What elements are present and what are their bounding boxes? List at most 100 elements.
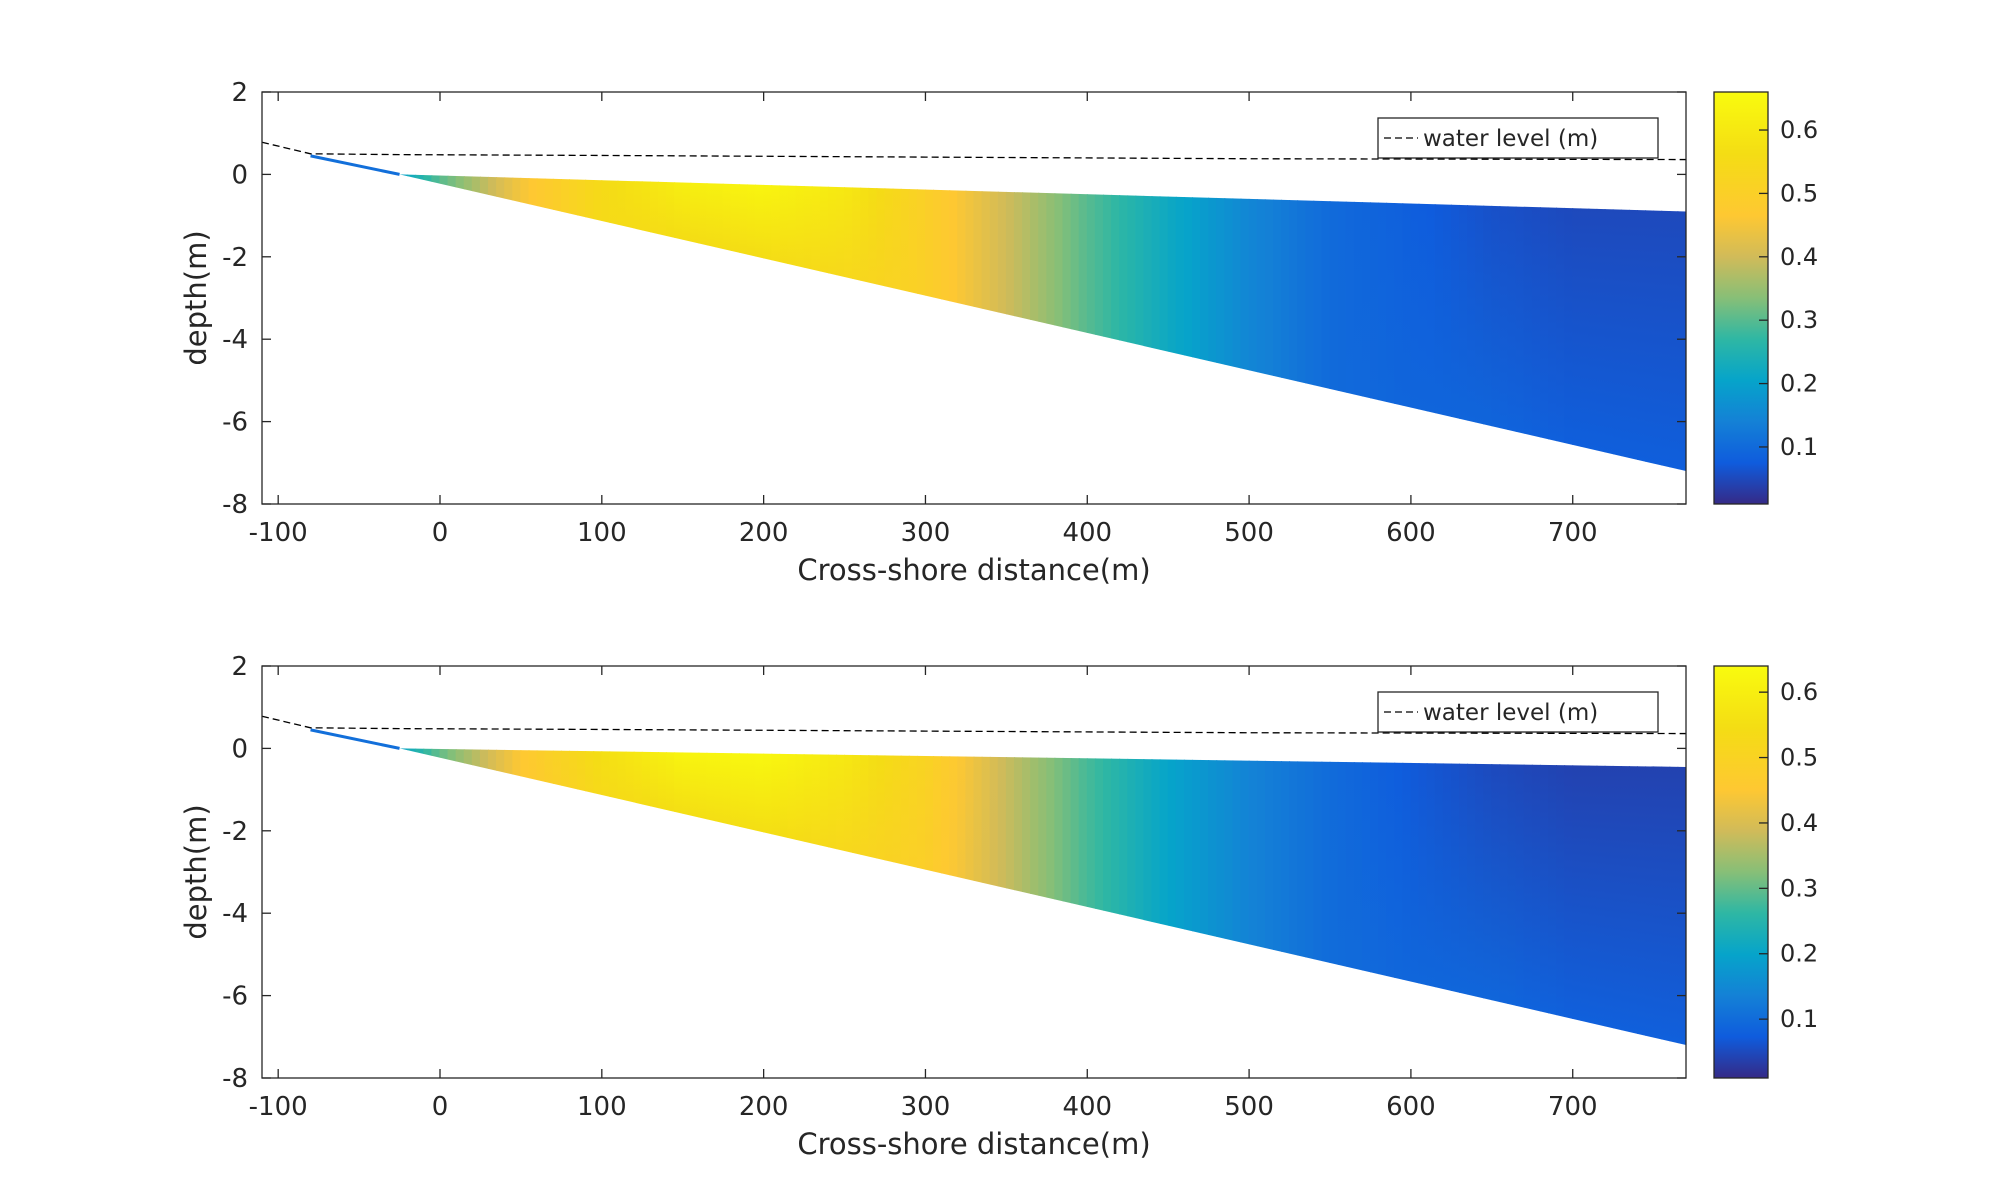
- x-tick-label: -100: [249, 518, 308, 548]
- field-strip: [714, 182, 724, 250]
- field-strip: [1499, 763, 1509, 1005]
- field-strip: [1102, 193, 1113, 339]
- field-strip: [504, 176, 514, 201]
- field-strip: [1191, 758, 1202, 934]
- field-strip: [1022, 191, 1032, 320]
- field-strip: [633, 180, 643, 231]
- field-strip: [738, 183, 748, 255]
- field-strip: [455, 175, 465, 190]
- field-strip: [868, 754, 878, 859]
- field-strip: [1248, 198, 1258, 373]
- field-strip: [496, 748, 506, 773]
- field-strip: [471, 748, 481, 768]
- colorbar: 0.1 0.2 0.3 0.4 0.5 0.6: [1713, 665, 1818, 1079]
- legend: water level (m): [1377, 691, 1659, 733]
- field-strip: [1191, 196, 1202, 360]
- field-strip: [1240, 197, 1250, 371]
- field-strip: [617, 750, 627, 801]
- field-strip: [1159, 195, 1169, 352]
- field-strip: [779, 184, 789, 265]
- field-strip: [1539, 206, 1549, 440]
- field-strip: [1418, 202, 1428, 412]
- colorbar-tick-label: 0.1: [1780, 433, 1818, 461]
- x-tick-label: 400: [1062, 1092, 1112, 1122]
- field-strip: [447, 748, 457, 762]
- field-strip: [1256, 198, 1266, 375]
- colorbar-tick-label: 0.2: [1780, 370, 1818, 398]
- field-strip: [1442, 203, 1452, 418]
- field-strip: [1046, 192, 1056, 326]
- field-strip: [1604, 208, 1614, 455]
- field-strip: [415, 748, 425, 755]
- field-strip: [1442, 762, 1452, 992]
- field-strip: [423, 748, 433, 756]
- field-strip: [415, 174, 425, 181]
- field-strip: [1232, 197, 1242, 369]
- colorbar-tick-label: 0.6: [1780, 678, 1818, 706]
- field-strip: [763, 184, 773, 261]
- field-strip: [1661, 765, 1671, 1042]
- field-strip: [1200, 759, 1210, 936]
- field-strip: [1175, 195, 1185, 356]
- field-strip: [1345, 200, 1355, 395]
- field-strip: [1119, 757, 1129, 917]
- field-strip: [779, 752, 789, 839]
- field-strip: [641, 180, 651, 233]
- y-tick-label: -8: [222, 1064, 248, 1094]
- subplot-top: -100 0 100 200 300 400 500 600 700 2 0 -2 -4 -6 -8 Cros…: [179, 78, 1818, 587]
- field-strip: [1094, 757, 1104, 911]
- field-strip: [585, 178, 595, 220]
- field-strip: [908, 188, 918, 294]
- field-strip: [1426, 762, 1436, 988]
- field-strip: [1216, 197, 1226, 365]
- field-strip: [1645, 209, 1655, 464]
- colorbar-scale: [1713, 91, 1769, 505]
- field-strip: [1111, 194, 1121, 341]
- field-strip: [1013, 756, 1024, 893]
- field-strip: [1183, 758, 1193, 932]
- field-strip: [1572, 207, 1582, 447]
- field-strip: [1604, 764, 1614, 1029]
- y-tick-label: 0: [231, 734, 248, 764]
- field-strip: [1256, 759, 1266, 949]
- field-strip: [1588, 764, 1598, 1025]
- field-strip: [1119, 194, 1129, 343]
- field-strip: [900, 187, 910, 293]
- field-strip: [399, 174, 409, 177]
- x-tick-label: 600: [1386, 518, 1436, 548]
- field-strip: [552, 177, 562, 212]
- field-strip: [1353, 761, 1363, 971]
- field-strip: [1005, 191, 1015, 317]
- field-strip: [949, 189, 959, 304]
- field-strip: [1062, 757, 1072, 904]
- field-strip: [835, 186, 846, 278]
- field-strip: [625, 180, 635, 229]
- field-strip: [633, 750, 643, 805]
- field-strip: [771, 184, 781, 263]
- legend-label: water level (m): [1423, 126, 1598, 152]
- field-strip: [1272, 198, 1282, 378]
- field-strip: [1167, 195, 1177, 354]
- field-strip: [989, 755, 999, 887]
- field-strip: [1483, 763, 1493, 1001]
- field-strip: [746, 183, 757, 257]
- field-strip: [981, 755, 991, 885]
- field-strip: [585, 750, 595, 794]
- field-strip: [439, 174, 449, 186]
- field-strip: [1369, 761, 1380, 975]
- axes-box: [261, 665, 1687, 1079]
- field-strip: [1628, 208, 1638, 460]
- field-strip: [795, 184, 805, 268]
- field-strip: [1151, 758, 1161, 924]
- field-strip: [1612, 208, 1622, 457]
- field-strip: [1620, 765, 1630, 1033]
- field-strip: [1280, 198, 1291, 380]
- field-strip: [1272, 760, 1282, 952]
- water-level-line: [261, 715, 1687, 735]
- field-strip: [1636, 765, 1647, 1036]
- x-tick-label: 600: [1386, 1092, 1436, 1122]
- field-strip: [1224, 759, 1234, 941]
- field-strip: [536, 749, 546, 783]
- field-strip: [1483, 204, 1493, 427]
